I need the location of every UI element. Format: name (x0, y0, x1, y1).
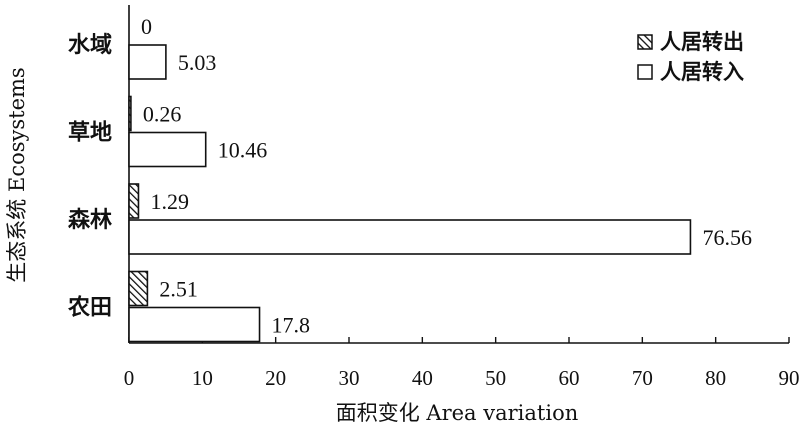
x-tick-label: 90 (779, 366, 800, 390)
x-tick-label: 10 (192, 366, 213, 390)
data-label: 1.29 (150, 189, 189, 214)
bar (128, 306, 261, 343)
legend-label: 人居转出 (660, 30, 744, 54)
data-label: 5.03 (178, 50, 217, 75)
bar (128, 131, 207, 168)
category-label: 水域 (68, 32, 112, 58)
x-tick-label: 0 (124, 366, 135, 390)
x-tick-label: 20 (265, 366, 286, 390)
bar (128, 95, 132, 132)
legend-swatch (637, 34, 653, 50)
x-tick-label: 50 (485, 366, 506, 390)
legend-label: 人居转入 (660, 60, 744, 84)
x-axis-title: 面积变化 Area variation (336, 401, 578, 425)
data-label: 10.46 (218, 138, 268, 163)
x-tick-label: 70 (632, 366, 653, 390)
y-axis-title: 生态系统 Ecosystems (5, 67, 29, 282)
bar (128, 219, 692, 255)
bar (128, 270, 149, 307)
x-tick-label: 80 (705, 366, 726, 390)
data-label: 0.26 (143, 102, 182, 127)
legend-swatch (637, 64, 653, 80)
bar (128, 183, 140, 219)
x-tick-label: 30 (339, 366, 360, 390)
x-tick-label: 40 (412, 366, 433, 390)
data-label: 17.8 (272, 313, 311, 338)
category-label: 森林 (68, 207, 112, 233)
data-label: 76.56 (702, 225, 752, 250)
x-tick-label: 60 (559, 366, 580, 390)
plot-area: 0 10 20 30 40 50 60 70 80 90 水域 0 5.03 草地 0.26 10.46 森林 1… (67, 5, 800, 390)
category-label: 农田 (67, 295, 112, 321)
data-label: 2.51 (159, 277, 198, 302)
category-label: 草地 (68, 120, 112, 146)
bar (128, 44, 167, 80)
data-label: 0 (141, 14, 152, 39)
